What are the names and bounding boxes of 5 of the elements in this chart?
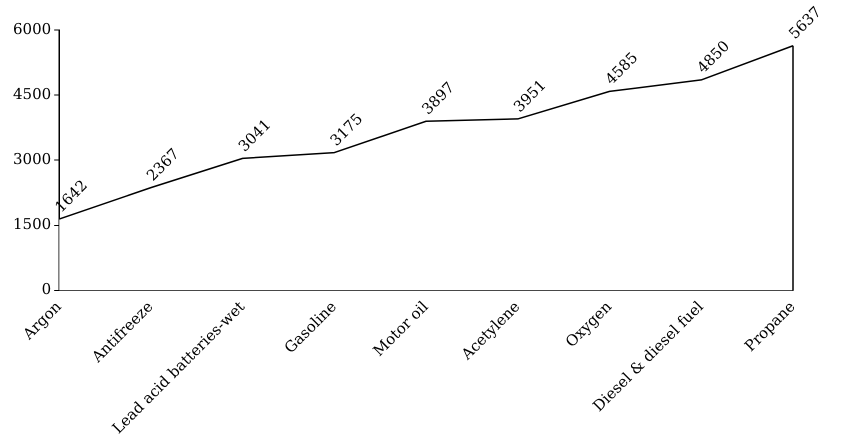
- y-tick-label: 3000: [12, 150, 52, 168]
- y-tick-label: 6000: [12, 20, 52, 38]
- y-tick-label: 1500: [12, 215, 52, 234]
- y-tick-label: 4500: [12, 84, 52, 103]
- y-tick-label: 0: [42, 280, 52, 298]
